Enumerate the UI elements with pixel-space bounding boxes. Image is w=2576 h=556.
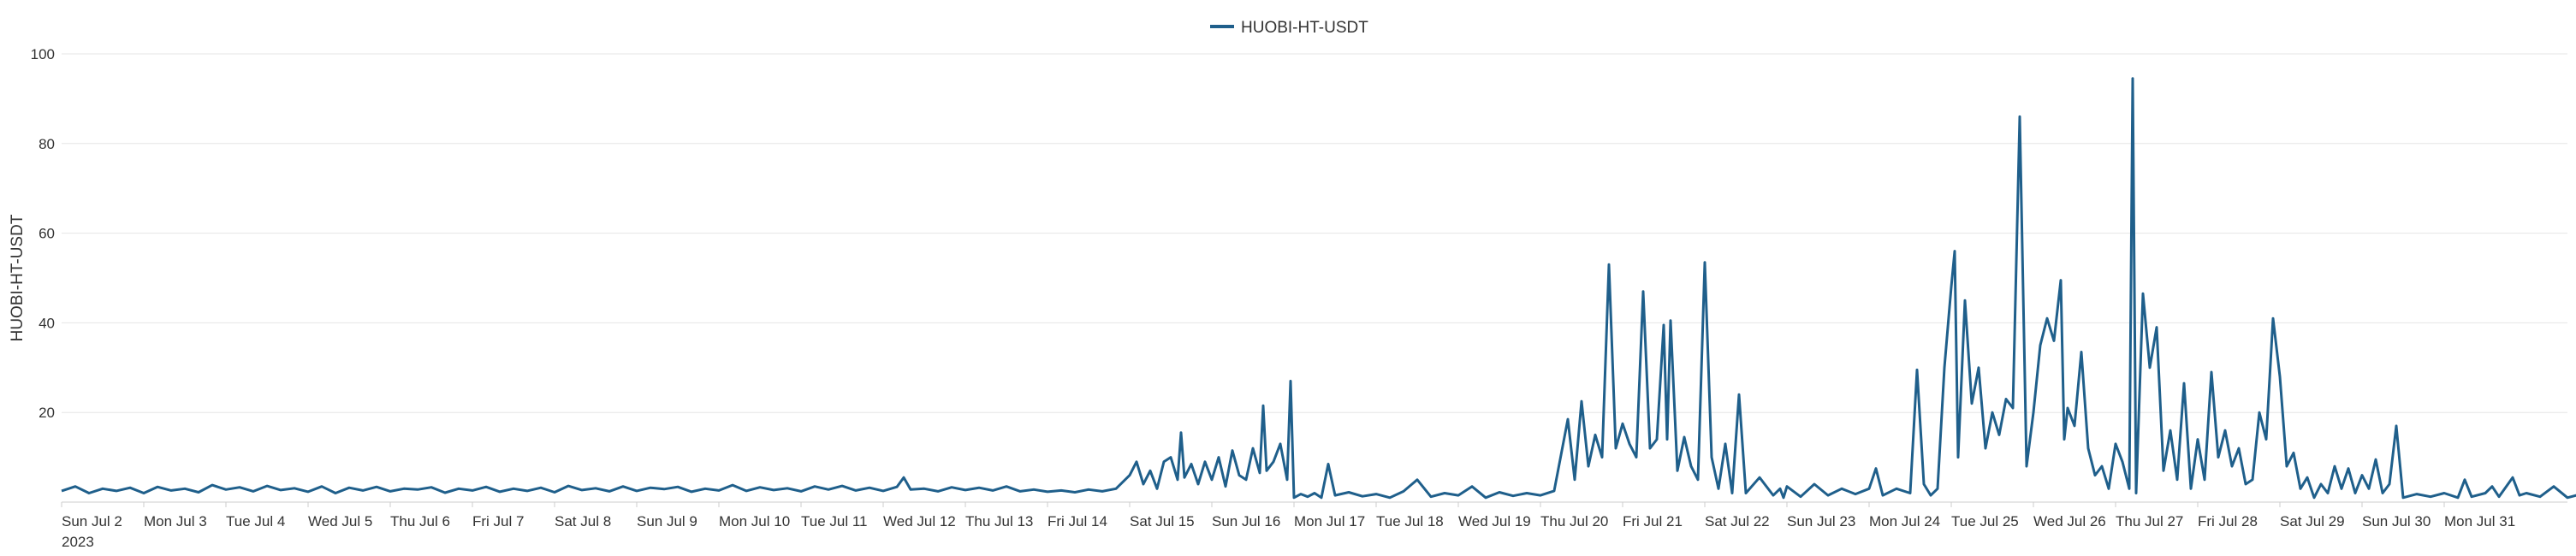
x-tick-label: Mon Jul 3 — [144, 513, 207, 529]
x-tick-label: Fri Jul 7 — [472, 513, 524, 529]
x-tick-label: Mon Jul 17 — [1294, 513, 1365, 529]
legend-series-label: HUOBI-HT-USDT — [1241, 19, 1368, 37]
y-axis-ticks: 20 40 60 80 100 — [31, 46, 55, 421]
x-tick-label: Wed Jul 19 — [1458, 513, 1531, 529]
x-tick-label: Fri Jul 28 — [2198, 513, 2258, 529]
x-tick-label: Sun Jul 23 — [1787, 513, 1855, 529]
y-axis-title: HUOBI-HT-USDT — [9, 214, 27, 341]
x-tick-label: Sun Jul 2 — [62, 513, 122, 529]
x-tick-label: Mon Jul 10 — [719, 513, 790, 529]
y-tick-label: 60 — [39, 226, 55, 242]
y-tick-label: 40 — [39, 315, 55, 331]
x-axis-ticks: Sun Jul 2 Mon Jul 3 Tue Jul 4 Wed Jul 5 Thu … — [61, 502, 2515, 529]
x-tick-label: Wed Jul 5 — [308, 513, 372, 529]
x-tick-label: Sat Jul 15 — [1130, 513, 1195, 529]
x-tick-label: Sun Jul 30 — [2362, 513, 2431, 529]
x-tick-label: Fri Jul 21 — [1623, 513, 1683, 529]
x-tick-label: Tue Jul 11 — [801, 513, 868, 529]
series-line — [61, 77, 2576, 500]
y-gridlines — [62, 53, 2567, 413]
series-layer — [61, 77, 2576, 500]
y-tick-label: 80 — [39, 136, 55, 152]
y-tick-label: 100 — [31, 46, 55, 62]
x-tick-label: Thu Jul 27 — [2116, 513, 2183, 529]
x-tick-label: Wed Jul 12 — [883, 513, 956, 529]
x-tick-label: Sat Jul 8 — [555, 513, 611, 529]
x-tick-label: Thu Jul 20 — [1540, 513, 1608, 529]
x-tick-label: Wed Jul 26 — [2033, 513, 2106, 529]
x-tick-label: Tue Jul 18 — [1376, 513, 1444, 529]
x-axis-year-label: 2023 — [62, 534, 94, 550]
x-tick-label: Tue Jul 4 — [226, 513, 285, 529]
x-tick-label: Mon Jul 24 — [1869, 513, 1940, 529]
y-tick-label: 20 — [39, 405, 55, 421]
x-tick-label: Mon Jul 31 — [2444, 513, 2515, 529]
legend[interactable]: HUOBI-HT-USDT — [1210, 19, 1368, 37]
x-tick-label: Fri Jul 14 — [1048, 513, 1107, 529]
x-tick-label: Sat Jul 29 — [2280, 513, 2345, 529]
x-tick-label: Thu Jul 6 — [390, 513, 450, 529]
x-tick-label: Sat Jul 22 — [1705, 513, 1770, 529]
x-tick-label: Sun Jul 9 — [637, 513, 697, 529]
x-tick-label: Sun Jul 16 — [1212, 513, 1280, 529]
x-tick-label: Thu Jul 13 — [965, 513, 1033, 529]
x-tick-label: Tue Jul 25 — [1951, 513, 2019, 529]
